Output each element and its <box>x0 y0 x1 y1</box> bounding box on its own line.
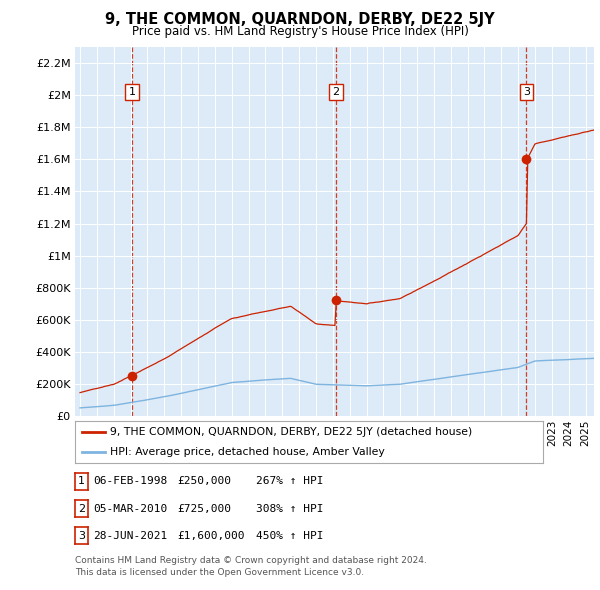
Text: 1: 1 <box>128 87 136 97</box>
Text: £1,600,000: £1,600,000 <box>178 531 245 540</box>
Text: 3: 3 <box>523 87 530 97</box>
Text: 450% ↑ HPI: 450% ↑ HPI <box>256 531 323 540</box>
Text: HPI: Average price, detached house, Amber Valley: HPI: Average price, detached house, Ambe… <box>110 447 385 457</box>
Text: 267% ↑ HPI: 267% ↑ HPI <box>256 477 323 486</box>
Text: 2: 2 <box>78 504 85 513</box>
Text: £725,000: £725,000 <box>178 504 232 513</box>
Text: 1: 1 <box>78 477 85 486</box>
Text: 06-FEB-1998: 06-FEB-1998 <box>94 477 168 486</box>
Text: 308% ↑ HPI: 308% ↑ HPI <box>256 504 323 513</box>
Text: 9, THE COMMON, QUARNDON, DERBY, DE22 5JY: 9, THE COMMON, QUARNDON, DERBY, DE22 5JY <box>105 12 495 27</box>
Text: Contains HM Land Registry data © Crown copyright and database right 2024.
This d: Contains HM Land Registry data © Crown c… <box>75 556 427 577</box>
Text: 28-JUN-2021: 28-JUN-2021 <box>94 531 168 540</box>
Text: 2: 2 <box>332 87 339 97</box>
Text: £250,000: £250,000 <box>178 477 232 486</box>
Text: 3: 3 <box>78 531 85 540</box>
Text: Price paid vs. HM Land Registry's House Price Index (HPI): Price paid vs. HM Land Registry's House … <box>131 25 469 38</box>
Text: 9, THE COMMON, QUARNDON, DERBY, DE22 5JY (detached house): 9, THE COMMON, QUARNDON, DERBY, DE22 5JY… <box>110 427 472 437</box>
Text: 05-MAR-2010: 05-MAR-2010 <box>94 504 168 513</box>
